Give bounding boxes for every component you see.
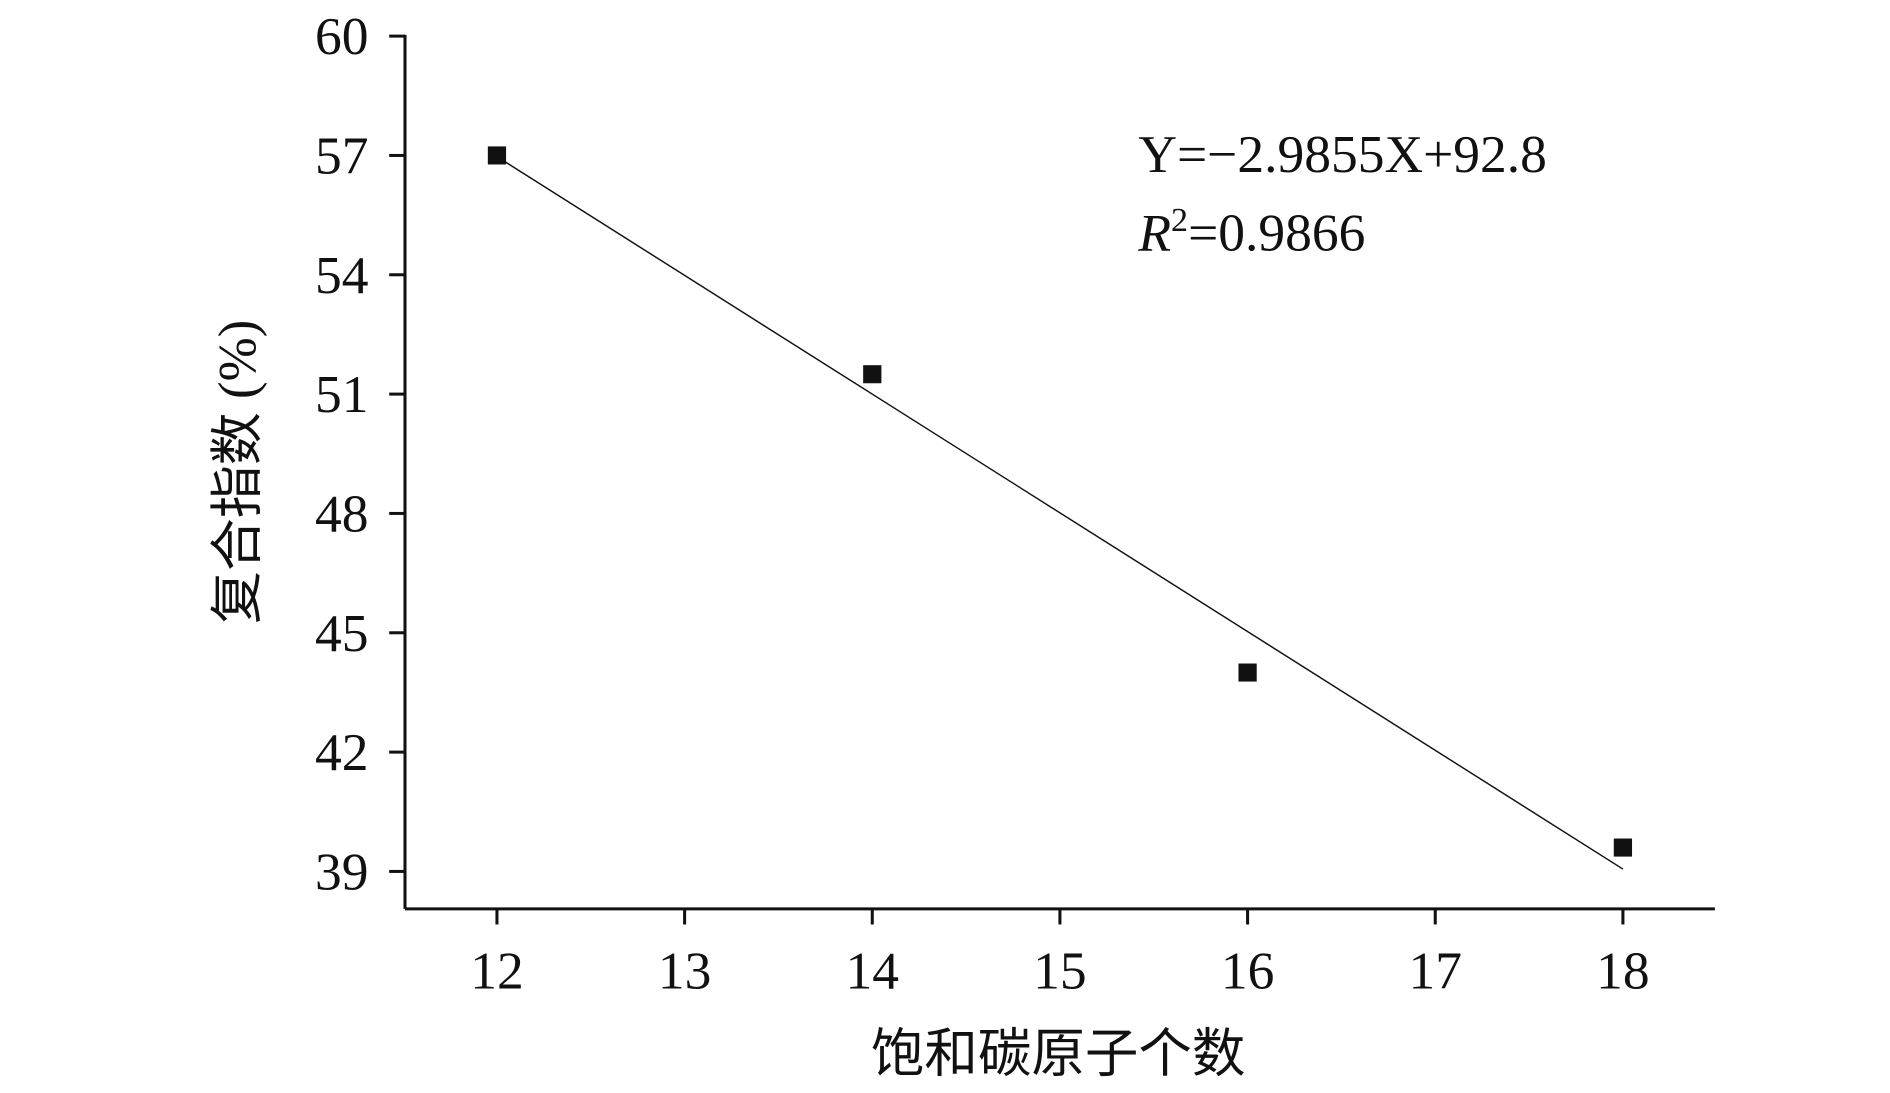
y-tick-label: 39: [315, 843, 368, 902]
point: [1613, 838, 1633, 857]
y-tick-label: 60: [315, 7, 368, 66]
y-tick-label: 42: [315, 723, 368, 782]
equation: Y=−2.9855X+92.8: [1138, 125, 1546, 184]
y-tick-label: 45: [315, 604, 368, 663]
x-tick-label: 17: [1409, 942, 1462, 1001]
x-tick-label: 16: [1221, 942, 1274, 1001]
y-tick-label: 54: [315, 246, 368, 305]
point: [1238, 663, 1257, 682]
x-tick-label: 13: [658, 942, 711, 1001]
r-squared: R2=0.9866: [1137, 202, 1365, 262]
r-symbol: R: [1137, 204, 1171, 263]
point: [863, 365, 882, 384]
x-tick-label: 12: [470, 942, 523, 1001]
x-tick-label: 14: [846, 942, 899, 1001]
x-axis-title: 饱和碳原子个数: [871, 1025, 1245, 1084]
point: [487, 146, 507, 165]
y-tick-label: 57: [315, 127, 368, 186]
y-tick-label: 48: [315, 485, 368, 544]
y-tick-label: 51: [315, 365, 368, 424]
x-tick-label: 18: [1596, 942, 1649, 1001]
r-superscript: 2: [1171, 202, 1188, 239]
y-axis-title: 复合指数 (%): [208, 320, 267, 624]
trend-line: [496, 156, 1624, 870]
x-tick-label: 15: [1033, 942, 1086, 1001]
r-value: =0.9866: [1188, 204, 1365, 263]
